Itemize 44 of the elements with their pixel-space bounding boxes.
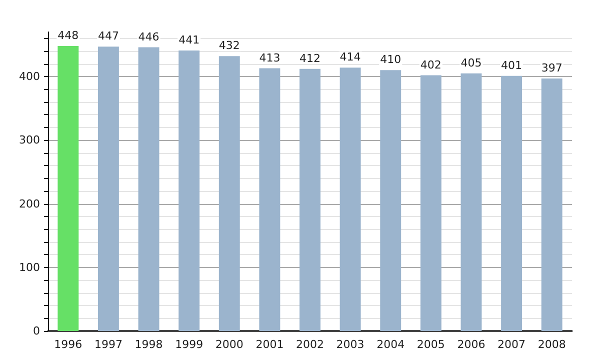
bar <box>138 47 160 331</box>
bar <box>218 56 240 331</box>
data-label: 401 <box>501 58 522 72</box>
data-label: 446 <box>138 30 160 44</box>
bar <box>178 50 200 331</box>
x-tick-label: 1999 <box>175 338 204 350</box>
bar <box>340 68 361 331</box>
data-label: 402 <box>420 58 442 72</box>
bar <box>380 70 402 331</box>
bar <box>460 73 482 331</box>
bar <box>300 68 320 331</box>
data-label: 447 <box>98 30 119 43</box>
data-label: 412 <box>300 52 320 65</box>
x-tick-label: 2002 <box>296 338 324 350</box>
x-tick-label: 1996 <box>54 338 82 350</box>
y-tick-label: 300 <box>19 134 40 147</box>
y-tick-label: 100 <box>19 260 40 274</box>
y-tick-label: 200 <box>19 197 40 210</box>
data-label: 413 <box>259 51 280 64</box>
x-tick-label: 2007 <box>498 338 526 350</box>
bar <box>58 46 79 331</box>
bar <box>259 68 280 331</box>
x-tick-label: 2004 <box>376 338 405 350</box>
bar <box>501 76 522 331</box>
x-tick-label: 2005 <box>416 338 445 350</box>
y-tick-label: 0 <box>33 324 40 338</box>
x-tick-label: 2003 <box>336 338 364 350</box>
data-label: 397 <box>541 61 562 74</box>
bar <box>541 78 562 331</box>
x-tick-label: 2000 <box>215 338 244 350</box>
data-label: 441 <box>178 33 200 46</box>
data-label: 432 <box>218 39 240 52</box>
bar <box>98 46 119 331</box>
x-tick-label: 2008 <box>538 338 566 350</box>
x-tick-label: 1998 <box>134 338 163 350</box>
x-tick-label: 2001 <box>256 338 284 350</box>
x-tick-label: 2006 <box>457 338 486 350</box>
data-label: 414 <box>340 50 361 64</box>
x-tick-label: 1997 <box>94 338 122 350</box>
data-label: 410 <box>380 53 402 66</box>
y-tick-label: 400 <box>19 70 40 84</box>
data-label: 448 <box>58 28 79 42</box>
data-label: 405 <box>460 56 482 70</box>
bar <box>420 75 442 331</box>
